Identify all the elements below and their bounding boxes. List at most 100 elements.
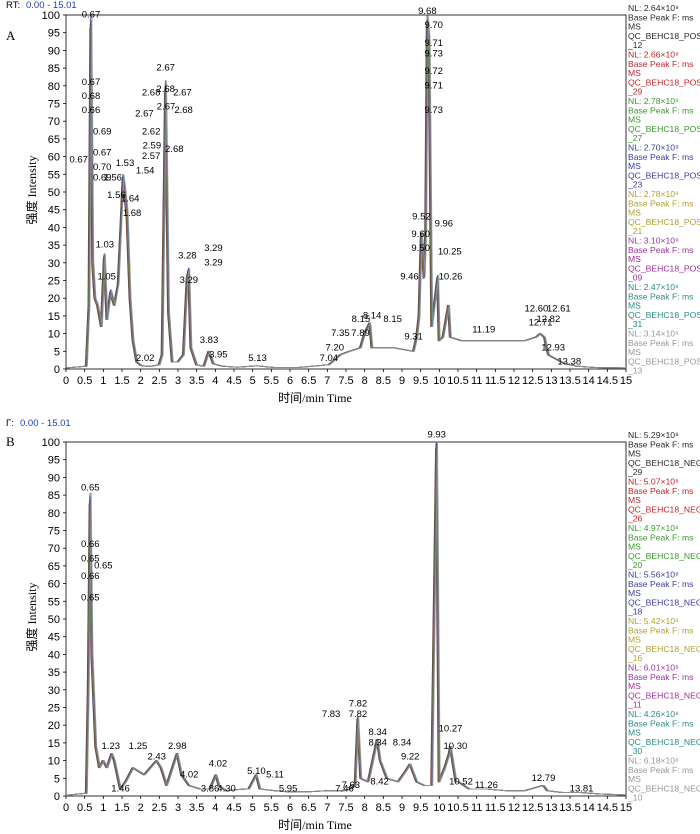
panel-a-ytick-label: 40 — [48, 222, 60, 234]
panel-a-legend-text: NL: 3.10×10⁹ — [628, 236, 679, 246]
panel-b-legend-text: QC_BEHC18_NEG — [628, 551, 700, 561]
panel-b-legend-text: _20 — [627, 560, 643, 570]
panel-a-xtick-label: 12 — [508, 375, 520, 387]
panel-b-xtick-label: 6.5 — [301, 802, 316, 814]
panel-a-peak-label: 9.31 — [404, 332, 423, 343]
panel-a-legend-text: NL: 2.70×10⁹ — [628, 143, 679, 153]
panel-b: B Γ: 0.00 - 15.01 时间/min Time 强度 Intensi… — [6, 418, 627, 832]
panel-b-xtick-label: 1.5 — [114, 802, 129, 814]
panel-b-legend-text: _29 — [627, 467, 643, 477]
panel-b-ytick-label: 100 — [42, 437, 60, 449]
panel-a-legend-text: _29 — [627, 87, 643, 97]
panel-a-peak-label: 3.28 — [178, 250, 197, 261]
panel-a-peak-label: 0.69 — [93, 126, 112, 137]
panel-a-legend-text: MS — [628, 301, 641, 311]
panel-b-peak-label: 1.23 — [102, 741, 121, 752]
panel-a-ytick-label: 90 — [48, 45, 60, 57]
panel-a: A RT: 0.00 - 15.01 时间/min Time 强度 Intens… — [6, 0, 627, 405]
panel-a-xtick-label: 5.5 — [264, 375, 279, 387]
panel-a-peak-label: 9.52 — [412, 211, 431, 222]
panel-b-peak-label: 0.66 — [81, 571, 100, 582]
panel-b-ytick-label: 85 — [48, 490, 60, 502]
panel-b-peak-label: 5.11 — [266, 769, 284, 780]
panel-a-legend-text: NL: 2.78×10⁹ — [628, 189, 679, 199]
panel-b-peak-label: 13.81 — [570, 783, 594, 794]
panel-b-xtick-label: 12 — [508, 802, 520, 814]
panel-b-ytick-label: 5 — [54, 773, 60, 785]
panel-a-legend-text: QC_BEHC18_POS — [628, 356, 700, 366]
panel-b-legend-text: _18 — [627, 607, 643, 617]
panel-b-legend-text: NL: 6.18×10⁸ — [628, 756, 679, 766]
panel-a-legend-text: QC_BEHC18_POS — [628, 77, 700, 87]
panel-b-legend-text: NL: 5.29×10⁸ — [628, 430, 679, 440]
panel-a-peak-label: 9.50 — [411, 243, 430, 254]
panel-a-peak-label: 8.15 — [352, 314, 371, 325]
panel-b-rt-label: Γ: — [6, 418, 14, 429]
panel-b-legend-text: MS — [628, 588, 641, 598]
panel-b-peak-label: 2.43 — [147, 752, 166, 763]
panel-a-peak-label: 7.89 — [351, 328, 370, 339]
panel-b-rt-range: 0.00 - 15.01 — [20, 418, 71, 429]
panel-a-legend-text: Base Peak F: ms — [628, 338, 693, 348]
panel-a-peak-label: 12.82 — [536, 314, 560, 325]
panel-b-peak-label: 7.83 — [322, 709, 341, 720]
panel-a-peak-label: 12.93 — [541, 342, 565, 353]
panel-b-plot-frame — [65, 441, 627, 797]
panel-b-peak-label: 0.65 — [81, 592, 100, 603]
panel-b-peak-label: 8.42 — [370, 776, 389, 787]
panel-b-legend-text: MS — [628, 542, 641, 552]
panel-a-peak-label: 1.05 — [97, 272, 116, 283]
panel-b-peak-label: 0.65 — [81, 483, 100, 494]
panel-b-trace-11 — [65, 443, 627, 796]
panel-b-ytick-label: 10 — [48, 756, 60, 768]
panel-a-ytick-label: 10 — [48, 329, 60, 341]
panel-b-legend-text: MS — [628, 728, 641, 738]
panel-a-peak-label: 1.53 — [116, 158, 135, 169]
panel-b-legend-text: MS — [628, 774, 641, 784]
panel-b-xtick-label: 13.5 — [559, 802, 580, 814]
panel-b-xtick-label: 15 — [620, 802, 632, 814]
panel-b-peak-label: 10.27 — [439, 723, 463, 734]
panel-b-legend-text: _16 — [627, 653, 643, 663]
panel-a-ytick-label: 95 — [48, 28, 60, 40]
panel-a-xtick-label: 13.5 — [559, 375, 580, 387]
panel-a-peak-label: 12.61 — [547, 303, 571, 314]
panel-a-peak-label: 12.60 — [525, 303, 549, 314]
panel-a-ytick-label: 25 — [48, 276, 60, 288]
panel-a-legend-text: MS — [628, 254, 641, 264]
panel-b-ytick-label: 15 — [48, 738, 60, 750]
panel-a-xtick-label: 2 — [138, 375, 144, 387]
panel-a-ytick-label: 0 — [54, 364, 60, 376]
panel-a-legend-text: Base Peak F: ms — [628, 245, 693, 255]
panel-a-peak-label: 7.04 — [320, 353, 339, 364]
panel-a-peak-label: 2.02 — [136, 353, 155, 364]
panel-b-legend-text: QC_BEHC18_NEG — [628, 504, 700, 514]
panel-a-legend-text: MS — [628, 115, 641, 125]
panel-a-xtick-label: 3 — [175, 375, 181, 387]
panel-b-peak-label: 3.86 — [201, 783, 220, 794]
panel-b-xtick-label: 11 — [471, 802, 482, 814]
panel-b-legend-text: Base Peak F: ms — [628, 532, 693, 542]
panel-a-legend-text: _13 — [627, 366, 643, 376]
panel-a-ytick-label: 50 — [48, 187, 60, 199]
panel-a-peak-label: 0.66 — [82, 105, 101, 116]
panel-a-legend-text: Base Peak F: ms — [628, 198, 693, 208]
panel-a-peak-label: 5.13 — [248, 353, 267, 364]
panel-a-peak-label: 0.67 — [69, 155, 88, 166]
panel-a-ytick-label: 60 — [48, 152, 60, 164]
chart-marks: 0510152025303540455055606570758085909510… — [42, 3, 700, 814]
panel-b-peak-label: 7.82 — [349, 709, 368, 720]
panel-a-legend-text: MS — [628, 68, 641, 78]
panel-b-peak-label: 4.02 — [209, 759, 228, 770]
panel-a-legend-text: QC_BEHC18_POS — [628, 310, 700, 320]
panel-a-peak-label: 2.57 — [142, 151, 161, 162]
panel-a-legend-text: _09 — [627, 273, 643, 283]
panel-b-legend-text: QC_BEHC18_NEG — [628, 644, 700, 654]
panel-b-xtick-label: 3 — [175, 802, 181, 814]
panel-a-peak-label: 8.15 — [383, 314, 402, 325]
panel-b-peak-label: 0.65 — [81, 553, 100, 564]
panel-a-legend-text: QC_BEHC18_POS — [628, 31, 700, 41]
panel-b-peak-label: 7.46 — [335, 783, 354, 794]
panel-b-legend-text: Base Peak F: ms — [628, 439, 693, 449]
